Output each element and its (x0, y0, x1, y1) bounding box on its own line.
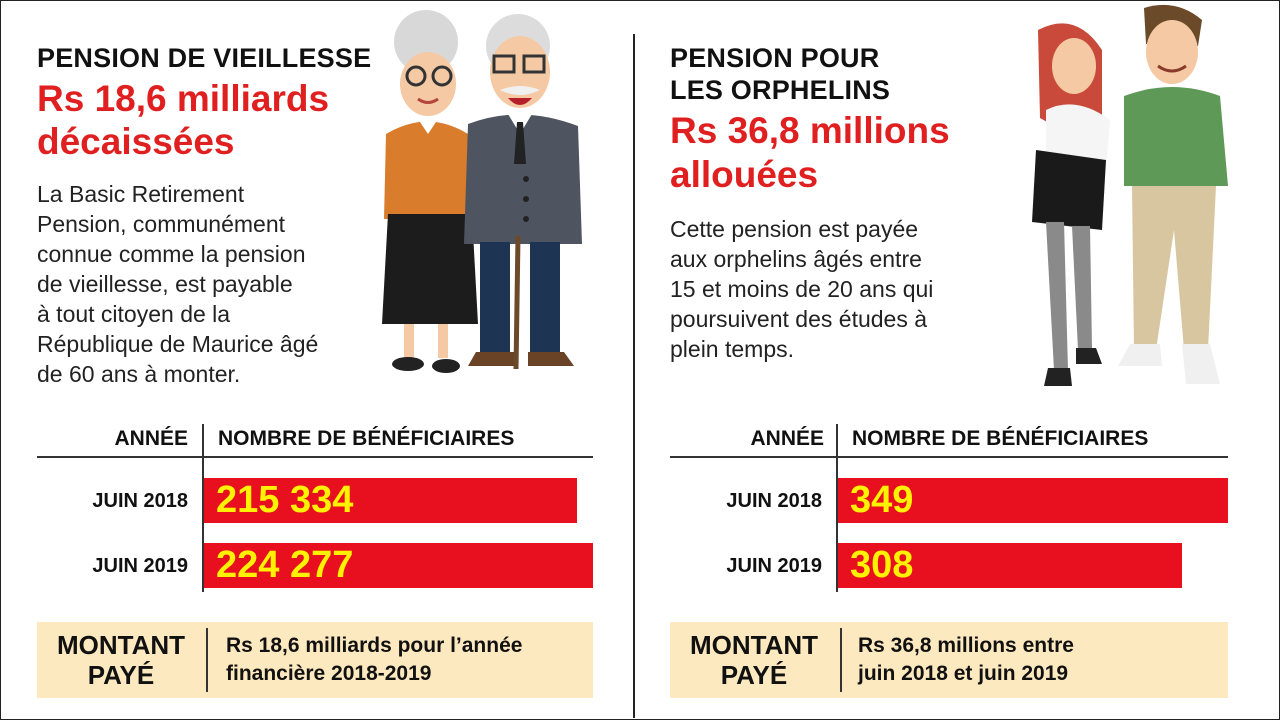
beneficiaries-bar (838, 543, 1182, 588)
bar-value-label: 224 277 (216, 544, 354, 586)
old-age-paid-box (37, 622, 593, 698)
old-age-description-line: République de Maurice âgé (37, 331, 319, 357)
old-age-description: La Basic Retirement Pension, communément… (37, 179, 318, 389)
col-header-year: ANNÉE (114, 427, 188, 450)
table-axis-rule (202, 424, 204, 592)
girl-top (1046, 104, 1110, 170)
bar-value-label: 308 (850, 544, 914, 586)
paid-label-line: PAYÉ (87, 660, 155, 690)
bar-value-label: 349 (850, 479, 914, 521)
old-age-pension-title: PENSION DE VIEILLESSE (37, 43, 372, 73)
orphan-pension-title-line2: LES ORPHELINS (670, 75, 891, 105)
boy-face (1146, 20, 1198, 84)
table-axis-rule (836, 424, 838, 592)
elderly-couple-illustration (382, 10, 582, 373)
bar-category-label: JUIN 2019 (726, 555, 822, 577)
grandmother-skirt (382, 214, 478, 324)
paid-label-line: PAYÉ (720, 660, 788, 690)
paid-text-line: juin 2018 et juin 2019 (858, 662, 1069, 685)
orphan-paid-text: Rs 36,8 millions entre juin 2018 et juin… (858, 632, 1074, 688)
table-header-rule (670, 456, 1228, 458)
col-header-year: ANNÉE (750, 427, 824, 450)
old-age-headline-line1: Rs 18,6 milliards (37, 78, 330, 119)
old-age-description-line: à tout citoyen de la (37, 301, 231, 327)
paid-label-line: MONTANT (56, 630, 186, 660)
grandfather-coat (464, 114, 582, 244)
girl-skirt (1032, 150, 1106, 230)
old-age-headline-line2: décaissées (37, 121, 235, 162)
boy-sweater (1124, 87, 1228, 186)
old-age-description-line: de 60 ans à monter. (37, 361, 241, 387)
bar-category-label: JUIN 2018 (726, 490, 822, 512)
old-age-description-line: de vieillesse, est payable (37, 271, 293, 297)
paid-text-line: financière 2018-2019 (226, 662, 432, 685)
grandmother-cardigan (384, 121, 472, 219)
col-header-beneficiaries: NOMBRE DE BÉNÉFICIAIRES (852, 427, 1149, 450)
bar-value-label: 215 334 (216, 479, 354, 521)
orphan-pension-panel: PENSION POUR LES ORPHELINS Rs 36,8 milli… (636, 0, 1256, 720)
orphan-pension-title-line1: PENSION POUR (670, 43, 880, 73)
orphan-paid-label: MONTANT PAYÉ (670, 630, 838, 690)
beneficiaries-bar (838, 478, 1228, 523)
orphan-headline-line1: Rs 36,8 millions (670, 110, 950, 151)
panel-divider (633, 34, 635, 718)
paid-label-line: MONTANT (689, 630, 819, 660)
bar-category-label: JUIN 2019 (92, 555, 188, 577)
old-age-description-line: connue comme la pension (37, 241, 306, 267)
boy-pants (1132, 186, 1216, 350)
orphan-description-line: poursuivent des études à (670, 306, 928, 332)
beneficiaries-bar (204, 543, 593, 588)
col-header-beneficiaries: NOMBRE DE BÉNÉFICIAIRES (218, 427, 515, 450)
orphan-description: Cette pension est payée aux orphelins âg… (670, 214, 933, 364)
paid-box-rule (206, 628, 208, 692)
paid-text-line: Rs 18,6 milliards pour l’année (226, 634, 523, 657)
orphan-description-line: plein temps. (670, 336, 795, 362)
old-age-pension-panel: PENSION DE VIEILLESSE Rs 18,6 milliards … (0, 0, 620, 720)
table-header-rule (37, 456, 593, 458)
old-age-paid-text: Rs 18,6 milliards pour l’année financièr… (226, 632, 522, 688)
orphan-headline-line2: allouées (670, 154, 819, 195)
orphan-paid-box (670, 622, 1228, 698)
paid-text-line: Rs 36,8 millions entre (858, 634, 1074, 657)
orphan-description-line: aux orphelins âgés entre (670, 246, 922, 272)
old-age-description-line: Pension, communément (37, 211, 286, 237)
old-age-description-line: La Basic Retirement (37, 181, 245, 207)
old-age-paid-label: MONTANT PAYÉ (37, 630, 205, 690)
paid-box-rule (840, 628, 842, 692)
beneficiaries-bar (204, 478, 577, 523)
bar-category-label: JUIN 2018 (92, 490, 188, 512)
orphan-description-line: Cette pension est payée (670, 216, 919, 242)
girl-face (1052, 38, 1096, 94)
young-couple-illustration (1032, 4, 1228, 386)
orphan-description-line: 15 et moins de 20 ans qui (670, 276, 934, 302)
walking-cane (513, 235, 521, 370)
